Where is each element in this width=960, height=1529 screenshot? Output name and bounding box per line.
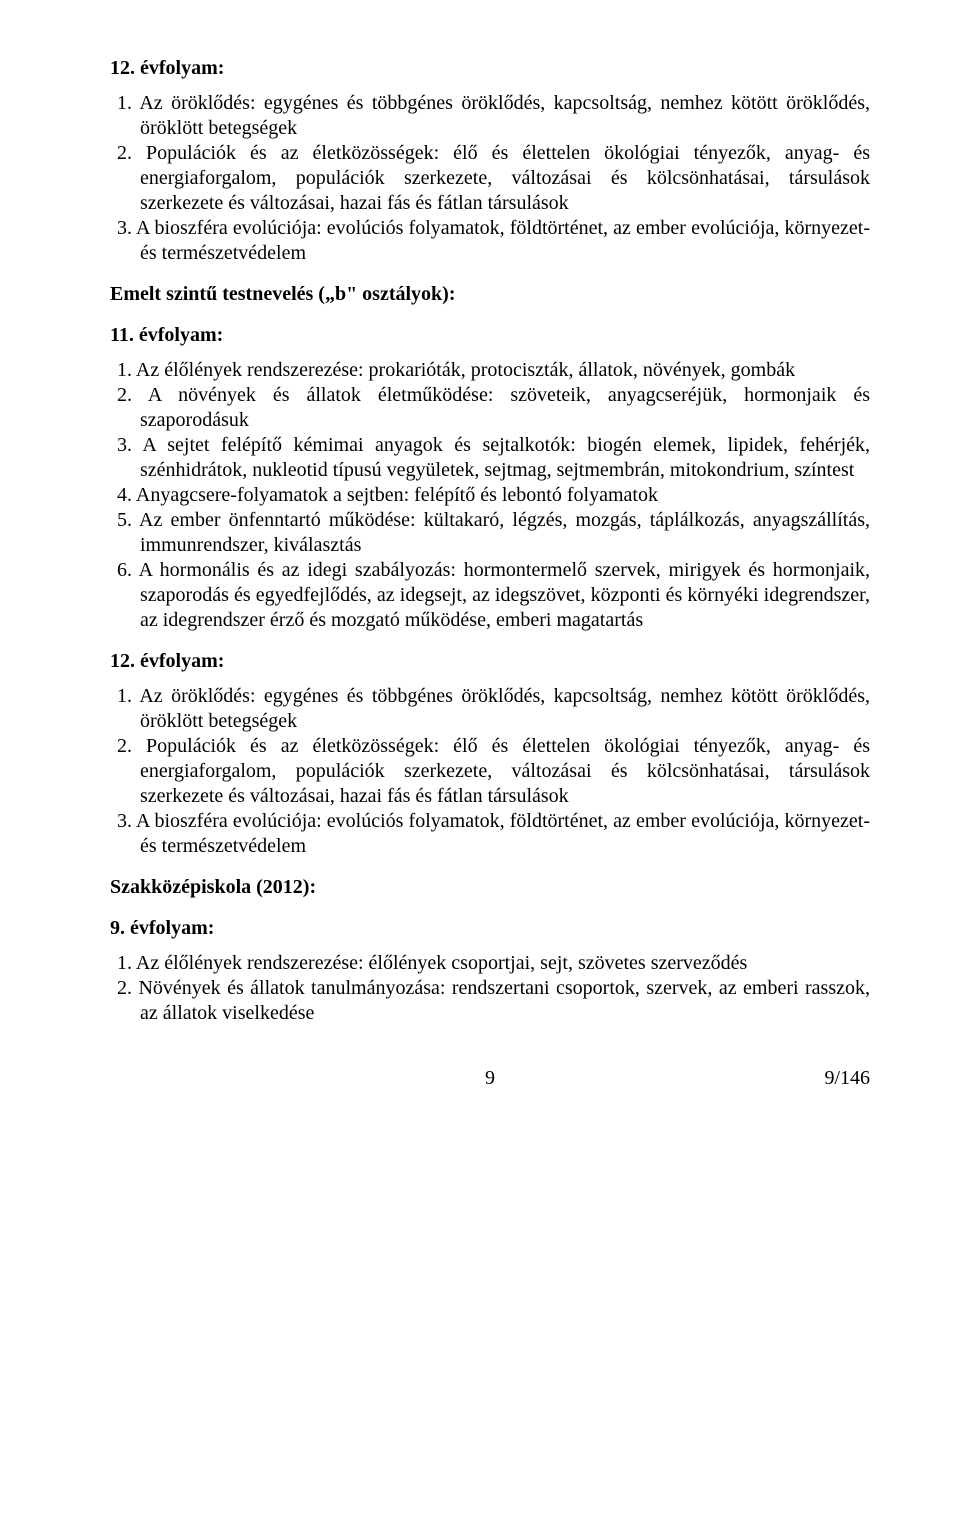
list-number: 2. <box>117 142 132 164</box>
list-item: 4. Anyagcsere-folyamatok a sejtben: felé… <box>140 483 870 508</box>
list-text: Az öröklődés: egygénes és többgénes örök… <box>139 92 870 139</box>
list-text: A hormonális és az idegi szabályozás: ho… <box>139 559 870 631</box>
list-item: 1. Az öröklődés: egygénes és többgénes ö… <box>140 684 870 734</box>
section-heading-szakkozepiskola: Szakközépiskola (2012): <box>110 875 870 900</box>
list-item: 2. Populációk és az életközösségek: élő … <box>140 141 870 216</box>
list-item: 3. A bioszféra evolúciója: evolúciós fol… <box>140 216 870 266</box>
list-9-evfolyam: 1. Az élőlények rendszerezése: élőlények… <box>110 951 870 1026</box>
list-item: 3. A sejtet felépítő kémimai anyagok és … <box>140 433 870 483</box>
list-number: 2. <box>117 977 132 999</box>
page-footer: 9 9/146 <box>110 1066 870 1091</box>
list-text: Populációk és az életközösségek: élő és … <box>140 735 870 807</box>
list-11-evfolyam: 1. Az élőlények rendszerezése: prokariót… <box>110 358 870 633</box>
list-item: 1. Az élőlények rendszerezése: prokariót… <box>140 358 870 383</box>
list-number: 3. <box>117 810 132 832</box>
page-number-right: 9/146 <box>824 1066 870 1091</box>
list-number: 2. <box>117 384 132 406</box>
list-text: A növények és állatok életműködése: szöv… <box>140 384 870 431</box>
list-12-evfolyam-2: 1. Az öröklődés: egygénes és többgénes ö… <box>110 684 870 859</box>
list-number: 1. <box>117 685 132 707</box>
list-item: 5. Az ember önfenntartó működése: kültak… <box>140 508 870 558</box>
list-number: 1. <box>117 359 132 381</box>
list-number: 4. <box>117 484 132 506</box>
list-item: 1. Az élőlények rendszerezése: élőlények… <box>140 951 870 976</box>
section-heading-12-evfolyam-2: 12. évfolyam: <box>110 649 870 674</box>
list-item: 3. A bioszféra evolúciója: evolúciós fol… <box>140 809 870 859</box>
list-text: A bioszféra evolúciója: evolúciós folyam… <box>136 810 870 857</box>
list-text: A sejtet felépítő kémimai anyagok és sej… <box>140 434 870 481</box>
list-item: 2. Populációk és az életközösségek: élő … <box>140 734 870 809</box>
list-number: 5. <box>117 509 132 531</box>
section-heading-11-evfolyam: 11. évfolyam: <box>110 323 870 348</box>
list-number: 1. <box>117 952 132 974</box>
list-text: Az élőlények rendszerezése: prokarióták,… <box>136 359 795 381</box>
list-item: 1. Az öröklődés: egygénes és többgénes ö… <box>140 91 870 141</box>
section-heading-12-evfolyam-1: 12. évfolyam: <box>110 56 870 81</box>
list-item: 2. Növények és állatok tanulmányozása: r… <box>140 976 870 1026</box>
list-item: 6. A hormonális és az idegi szabályozás:… <box>140 558 870 633</box>
list-text: Anyagcsere-folyamatok a sejtben: felépít… <box>136 484 658 506</box>
list-number: 2. <box>117 735 132 757</box>
list-number: 1. <box>117 92 132 114</box>
list-number: 3. <box>117 217 132 239</box>
page-number-center: 9 <box>110 1066 870 1091</box>
list-text: Növények és állatok tanulmányozása: rend… <box>138 977 870 1024</box>
list-12-evfolyam-1: 1. Az öröklődés: egygénes és többgénes ö… <box>110 91 870 266</box>
section-heading-9-evfolyam: 9. évfolyam: <box>110 916 870 941</box>
list-number: 3. <box>117 434 132 456</box>
section-heading-emelt-szintu: Emelt szintű testnevelés („b" osztályok)… <box>110 282 870 307</box>
list-number: 6. <box>117 559 132 581</box>
list-text: Az élőlények rendszerezése: élőlények cs… <box>136 952 747 974</box>
list-text: Populációk és az életközösségek: élő és … <box>140 142 870 214</box>
list-item: 2. A növények és állatok életműködése: s… <box>140 383 870 433</box>
list-text: Az öröklődés: egygénes és többgénes örök… <box>139 685 870 732</box>
list-text: A bioszféra evolúciója: evolúciós folyam… <box>136 217 870 264</box>
list-text: Az ember önfenntartó működése: kültakaró… <box>139 509 870 556</box>
